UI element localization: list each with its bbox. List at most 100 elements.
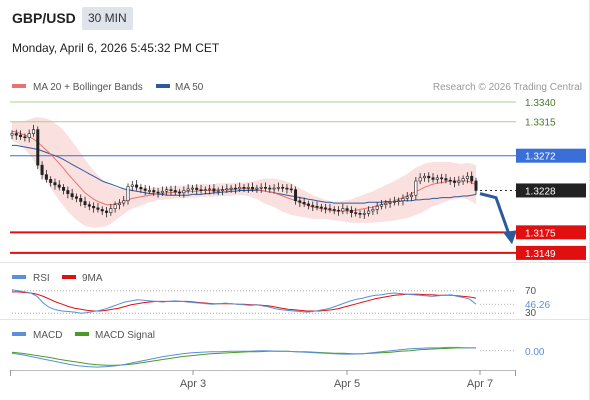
candle-body-4[interactable] [27, 133, 31, 138]
candle-body-50[interactable] [225, 188, 229, 191]
candle-body-60[interactable] [268, 187, 272, 190]
candle-body-63[interactable] [281, 186, 285, 189]
candle-body-48[interactable] [216, 190, 220, 192]
candle-body-16[interactable] [79, 198, 83, 202]
candle-body-76[interactable] [337, 209, 341, 212]
candle-body-102[interactable] [448, 179, 452, 182]
candle-body-44[interactable] [199, 189, 203, 191]
candle-body-94[interactable] [414, 180, 418, 196]
candle-body-84[interactable] [371, 209, 375, 212]
candle-body-98[interactable] [431, 177, 435, 180]
candle-body-65[interactable] [289, 188, 293, 191]
candle-body-14[interactable] [70, 193, 74, 198]
candle-body-88[interactable] [388, 202, 392, 204]
candle-body-105[interactable] [461, 178, 465, 182]
candle-body-70[interactable] [311, 205, 315, 207]
candle-body-17[interactable] [83, 201, 87, 205]
candle-body-55[interactable] [246, 186, 250, 189]
candle-body-3[interactable] [23, 136, 27, 139]
candle-body-71[interactable] [315, 205, 319, 208]
candle-body-24[interactable] [113, 204, 117, 209]
candle-body-1[interactable] [14, 133, 18, 136]
candle-body-92[interactable] [405, 196, 409, 199]
candle-body-96[interactable] [422, 175, 426, 179]
candle-body-27[interactable] [126, 186, 130, 202]
candle-body-82[interactable] [362, 213, 366, 215]
candle-body-26[interactable] [122, 200, 126, 204]
candle-body-34[interactable] [156, 191, 160, 194]
candle-body-8[interactable] [44, 174, 48, 180]
candle-body-86[interactable] [379, 204, 383, 207]
candle-body-108[interactable] [474, 180, 478, 191]
candle-body-56[interactable] [251, 186, 255, 190]
candle-body-99[interactable] [435, 177, 439, 180]
candle-body-42[interactable] [190, 187, 194, 190]
candle-body-31[interactable] [143, 188, 147, 191]
candle-body-107[interactable] [470, 175, 474, 182]
candle-body-75[interactable] [332, 209, 336, 211]
candle-body-32[interactable] [147, 190, 151, 192]
candle-body-13[interactable] [66, 190, 70, 194]
candle-body-69[interactable] [306, 203, 310, 206]
candle-body-40[interactable] [182, 190, 186, 194]
candle-body-89[interactable] [392, 201, 396, 203]
candle-body-52[interactable] [233, 187, 237, 190]
candle-body-54[interactable] [242, 186, 246, 189]
candle-body-68[interactable] [302, 202, 306, 205]
candle-body-66[interactable] [294, 189, 298, 202]
candle-body-12[interactable] [62, 186, 66, 191]
candle-body-41[interactable] [186, 188, 190, 191]
candle-body-37[interactable] [169, 189, 173, 191]
candle-body-97[interactable] [427, 175, 431, 179]
candle-body-58[interactable] [259, 186, 263, 189]
candle-body-85[interactable] [375, 205, 379, 210]
candle-body-57[interactable] [255, 187, 259, 190]
candle-body-46[interactable] [208, 188, 212, 191]
candle-body-7[interactable] [40, 164, 44, 175]
candle-body-100[interactable] [440, 177, 444, 180]
candle-body-22[interactable] [105, 210, 109, 213]
candle-body-79[interactable] [349, 209, 353, 213]
candle-body-93[interactable] [410, 194, 414, 198]
candle-body-95[interactable] [418, 177, 422, 182]
candle-body-45[interactable] [203, 189, 207, 191]
candle-body-74[interactable] [328, 208, 332, 210]
candle-body-67[interactable] [298, 200, 302, 203]
candle-body-101[interactable] [444, 178, 448, 181]
candle-body-33[interactable] [152, 190, 156, 193]
candle-body-91[interactable] [401, 198, 405, 202]
candle-body-106[interactable] [465, 175, 469, 179]
candle-body-43[interactable] [195, 187, 199, 190]
candle-body-38[interactable] [173, 190, 177, 193]
candle-body-21[interactable] [100, 209, 104, 212]
candle-body-20[interactable] [96, 207, 100, 210]
candle-body-72[interactable] [319, 206, 323, 209]
candle-body-9[interactable] [49, 179, 53, 183]
candle-body-36[interactable] [165, 189, 169, 192]
candle-body-30[interactable] [139, 186, 143, 190]
candle-body-23[interactable] [109, 208, 113, 213]
timeframe-badge[interactable]: 30 MIN [82, 7, 133, 30]
candle-body-28[interactable] [130, 184, 134, 187]
candle-body-6[interactable] [36, 129, 40, 166]
candle-body-0[interactable] [10, 133, 14, 136]
candle-body-73[interactable] [324, 207, 328, 210]
candle-body-104[interactable] [457, 180, 461, 183]
candle-body-18[interactable] [87, 204, 91, 207]
candle-body-78[interactable] [345, 208, 349, 211]
candle-body-25[interactable] [117, 202, 121, 205]
candle-body-62[interactable] [276, 186, 280, 189]
candle-body-80[interactable] [354, 212, 358, 214]
candle-body-47[interactable] [212, 188, 216, 192]
candle-body-103[interactable] [453, 180, 457, 183]
candle-body-10[interactable] [53, 182, 57, 186]
candle-body-49[interactable] [221, 189, 225, 191]
candle-body-2[interactable] [19, 134, 23, 138]
candle-body-77[interactable] [341, 208, 345, 212]
candle-body-35[interactable] [160, 190, 164, 194]
candle-body-90[interactable] [397, 200, 401, 203]
candle-body-61[interactable] [272, 187, 276, 190]
candle-body-59[interactable] [263, 186, 267, 189]
candle-body-81[interactable] [358, 213, 362, 215]
candle-body-15[interactable] [74, 196, 78, 199]
